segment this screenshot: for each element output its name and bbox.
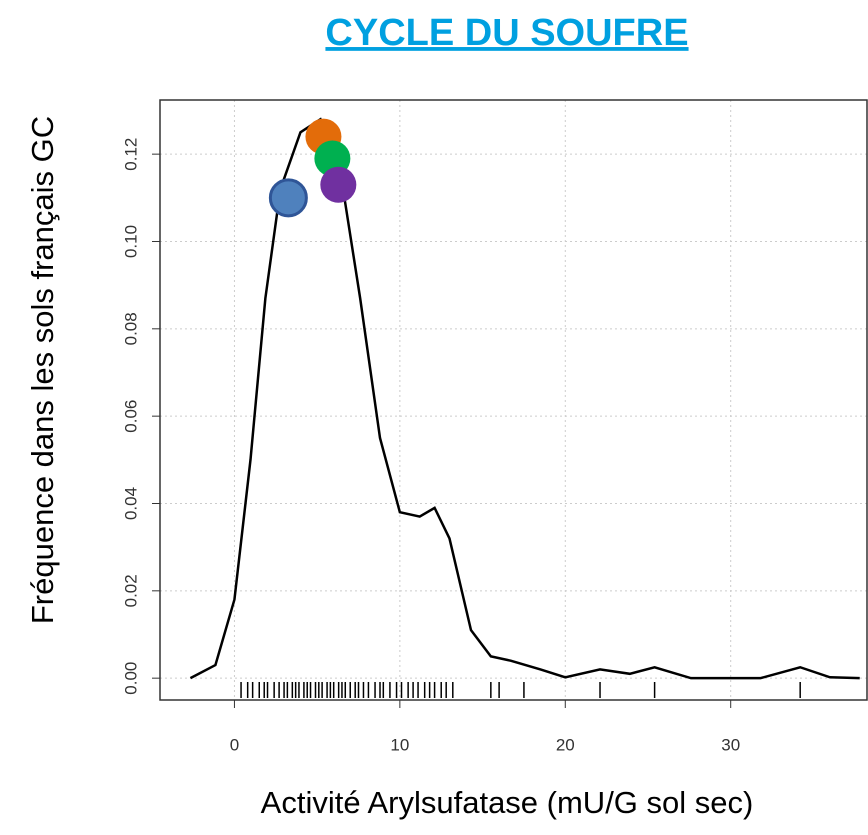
x-tick-label: 30 <box>721 735 740 754</box>
y-tick-label: 0.04 <box>121 487 140 520</box>
y-tick-label: 0.02 <box>121 574 140 607</box>
x-axis-label: Activité Arylsufatase (mU/G sol sec) <box>261 785 754 820</box>
chart-title: CYCLE DU SOUFRE <box>325 12 688 54</box>
density-curve <box>189 117 860 680</box>
x-tick-label: 0 <box>230 735 239 754</box>
plot-frame <box>159 99 868 701</box>
x-tick-label: 20 <box>556 735 575 754</box>
y-tick-label: 0.00 <box>121 662 140 695</box>
y-tick-label: 0.12 <box>121 138 140 171</box>
y-axis-label: Fréquence dans les sols français GC <box>25 116 60 624</box>
point <box>320 166 357 203</box>
y-tick-label: 0.08 <box>121 312 140 345</box>
y-tick-label: 0.06 <box>121 400 140 433</box>
point <box>268 178 308 218</box>
y-tick-label: 0.10 <box>121 225 140 258</box>
x-tick-label: 10 <box>390 735 409 754</box>
